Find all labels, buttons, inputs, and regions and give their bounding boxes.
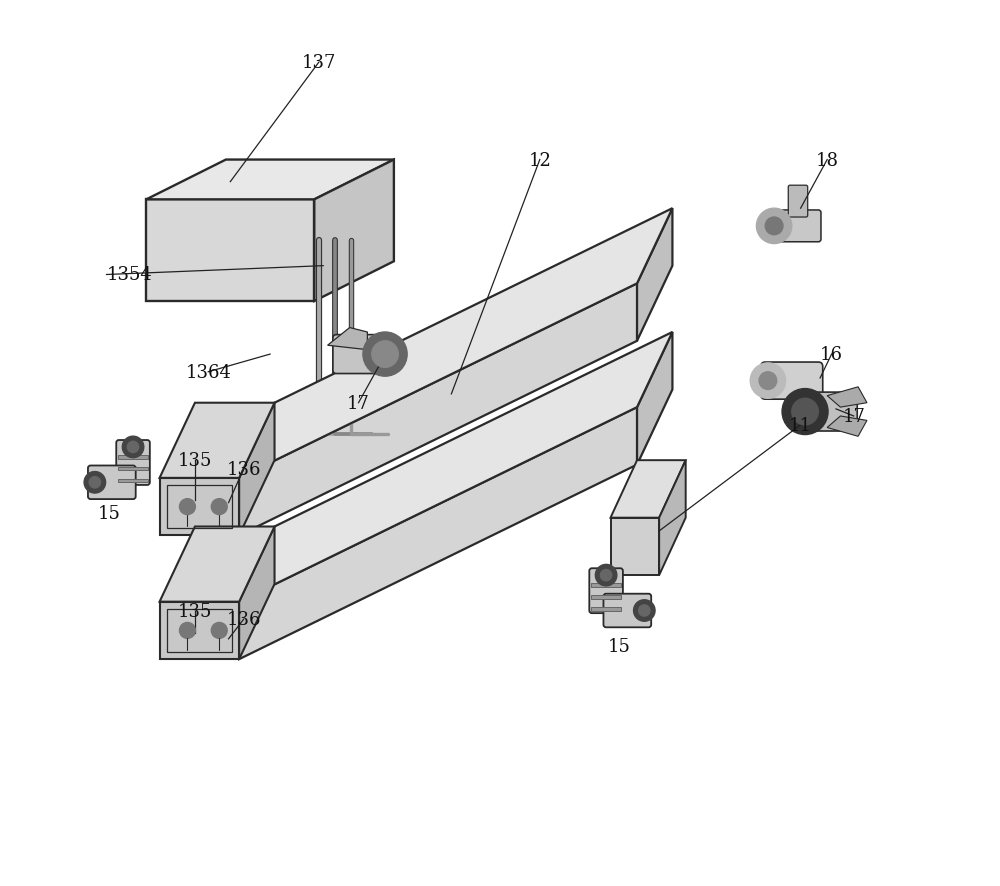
Circle shape xyxy=(179,623,195,639)
Text: 1364: 1364 xyxy=(185,363,231,381)
Circle shape xyxy=(634,600,655,622)
Polygon shape xyxy=(637,209,672,341)
FancyBboxPatch shape xyxy=(788,186,808,218)
Polygon shape xyxy=(611,461,686,518)
FancyBboxPatch shape xyxy=(116,440,150,486)
Text: 17: 17 xyxy=(842,408,865,425)
Polygon shape xyxy=(314,160,394,302)
Circle shape xyxy=(127,442,139,453)
FancyBboxPatch shape xyxy=(591,583,621,587)
FancyBboxPatch shape xyxy=(118,467,148,470)
Polygon shape xyxy=(611,518,659,576)
Circle shape xyxy=(759,372,777,390)
Circle shape xyxy=(750,363,786,399)
Polygon shape xyxy=(239,332,672,602)
FancyBboxPatch shape xyxy=(118,455,148,459)
Text: 11: 11 xyxy=(789,416,812,434)
Text: 136: 136 xyxy=(226,610,261,629)
Circle shape xyxy=(782,389,828,435)
FancyBboxPatch shape xyxy=(591,595,621,599)
Circle shape xyxy=(765,218,783,236)
Text: 135: 135 xyxy=(178,602,212,620)
Circle shape xyxy=(363,332,407,377)
Circle shape xyxy=(372,341,398,368)
Polygon shape xyxy=(239,408,637,659)
Circle shape xyxy=(639,605,650,617)
Circle shape xyxy=(211,499,227,515)
Polygon shape xyxy=(160,602,239,659)
Polygon shape xyxy=(637,332,672,465)
Polygon shape xyxy=(328,328,367,350)
Text: 1354: 1354 xyxy=(107,266,152,284)
Text: 16: 16 xyxy=(820,346,843,363)
Text: 18: 18 xyxy=(816,152,839,169)
Text: 17: 17 xyxy=(347,394,370,412)
Circle shape xyxy=(600,570,612,581)
FancyBboxPatch shape xyxy=(88,466,136,500)
Circle shape xyxy=(595,564,617,587)
Polygon shape xyxy=(659,461,686,576)
Polygon shape xyxy=(239,284,637,536)
FancyBboxPatch shape xyxy=(603,594,651,627)
Text: 15: 15 xyxy=(98,505,121,523)
Text: 135: 135 xyxy=(178,452,212,470)
FancyBboxPatch shape xyxy=(793,392,857,431)
Polygon shape xyxy=(146,160,394,200)
Text: 12: 12 xyxy=(528,152,551,169)
FancyBboxPatch shape xyxy=(767,211,821,243)
Polygon shape xyxy=(146,200,314,302)
Polygon shape xyxy=(160,527,275,602)
FancyBboxPatch shape xyxy=(333,335,389,374)
FancyBboxPatch shape xyxy=(589,569,623,613)
Circle shape xyxy=(211,623,227,639)
FancyBboxPatch shape xyxy=(591,607,621,610)
Polygon shape xyxy=(827,416,867,437)
Polygon shape xyxy=(239,209,672,478)
Text: 15: 15 xyxy=(608,637,631,655)
Circle shape xyxy=(756,209,792,245)
Polygon shape xyxy=(827,387,867,408)
FancyBboxPatch shape xyxy=(761,362,823,400)
Circle shape xyxy=(792,399,818,425)
Text: 137: 137 xyxy=(302,54,336,72)
Circle shape xyxy=(84,472,106,494)
Circle shape xyxy=(89,477,101,488)
Polygon shape xyxy=(160,478,239,536)
Polygon shape xyxy=(239,527,275,659)
Polygon shape xyxy=(160,403,275,478)
Polygon shape xyxy=(239,403,275,536)
FancyBboxPatch shape xyxy=(118,479,148,483)
Text: 136: 136 xyxy=(226,461,261,478)
Circle shape xyxy=(122,437,144,458)
Circle shape xyxy=(179,499,195,515)
